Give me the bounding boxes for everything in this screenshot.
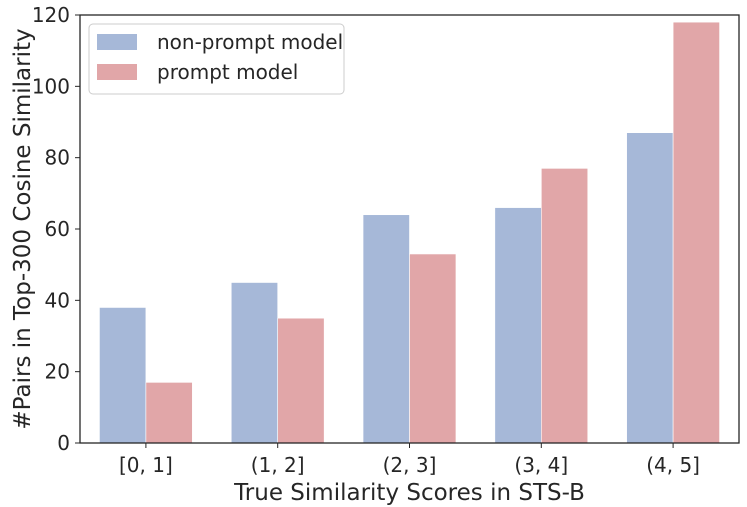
x-axis-label: True Similarity Scores in STS-B	[233, 480, 585, 506]
x-tick-label-2-3: (2, 3]	[383, 453, 437, 477]
bar-prompt-model-4-5	[672, 21, 720, 444]
y-tick-label-20: 20	[45, 360, 70, 384]
bars-layer	[99, 21, 720, 444]
bar-non-prompt-model-0-1	[99, 307, 147, 444]
y-tick-label-40: 40	[45, 288, 70, 312]
bar-non-prompt-model-1-2	[230, 282, 279, 444]
legend-label-non-prompt-model: non-prompt model	[157, 30, 343, 54]
y-tick-label-120: 120	[32, 3, 70, 27]
legend-swatch-non-prompt-model	[97, 34, 137, 50]
y-tick-label-100: 100	[32, 74, 70, 98]
bar-prompt-model-1-2	[277, 317, 325, 444]
bar-non-prompt-model-4-5	[626, 132, 674, 444]
legend-box	[88, 23, 345, 95]
x-tick-label-4-5: (4, 5]	[646, 453, 700, 477]
bar-non-prompt-model-2-3	[362, 214, 410, 444]
bar-non-prompt-model-3-4	[494, 207, 542, 444]
legend: non-prompt model prompt model	[88, 23, 345, 95]
x-axis: [0, 1] (1, 2] (2, 3] (3, 4] (4, 5]	[119, 443, 700, 477]
x-tick-label-0-1: [0, 1]	[119, 453, 173, 477]
legend-swatch-prompt-model	[97, 64, 137, 80]
x-tick-label-3-4: (3, 4]	[514, 453, 568, 477]
y-tick-label-60: 60	[45, 217, 70, 241]
bar-prompt-model-0-1	[145, 382, 193, 444]
y-tick-label-80: 80	[45, 146, 70, 170]
bar-prompt-model-3-4	[540, 168, 589, 444]
y-axis: 0 20 40 60 80 100 120	[32, 3, 80, 455]
bar-prompt-model-2-3	[409, 253, 457, 444]
x-tick-label-1-2: (1, 2]	[251, 453, 305, 477]
y-tick-label-0: 0	[57, 431, 70, 455]
y-axis-label: #Pairs in Top-300 Cosine Similarity	[10, 28, 36, 429]
legend-label-prompt-model: prompt model	[157, 60, 298, 84]
